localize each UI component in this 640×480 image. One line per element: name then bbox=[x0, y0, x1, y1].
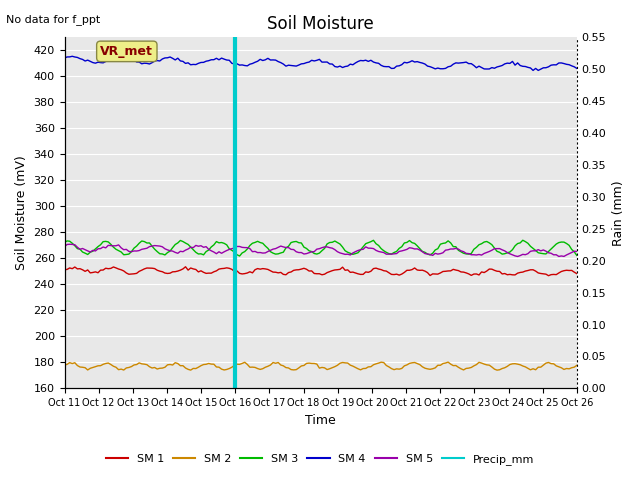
SM 1 bbox=[545, 273, 552, 278]
SM 1 bbox=[61, 267, 68, 273]
SM 2 bbox=[534, 364, 542, 370]
Y-axis label: Soil Moisture (mV): Soil Moisture (mV) bbox=[15, 156, 28, 270]
SM 4 bbox=[200, 60, 207, 65]
SM 3 bbox=[197, 251, 205, 257]
SM 2 bbox=[552, 363, 560, 369]
SM 2 bbox=[81, 365, 89, 371]
SM 2 bbox=[61, 362, 68, 368]
SM 3 bbox=[519, 238, 527, 243]
Line: SM 5: SM 5 bbox=[65, 244, 577, 256]
SM 5 bbox=[534, 247, 542, 252]
SM 2 bbox=[156, 365, 164, 371]
Line: SM 1: SM 1 bbox=[65, 267, 577, 276]
SM 1 bbox=[182, 264, 189, 270]
SM 1 bbox=[200, 269, 207, 275]
SM 3 bbox=[156, 251, 164, 257]
SM 1 bbox=[81, 268, 89, 274]
Line: SM 2: SM 2 bbox=[65, 362, 577, 370]
SM 4 bbox=[159, 56, 166, 62]
Line: SM 3: SM 3 bbox=[65, 240, 577, 256]
SM 5 bbox=[552, 252, 560, 258]
Line: SM 4: SM 4 bbox=[65, 56, 577, 71]
SM 2 bbox=[573, 362, 580, 368]
X-axis label: Time: Time bbox=[305, 414, 336, 427]
SM 4 bbox=[552, 62, 560, 68]
SM 4 bbox=[94, 60, 102, 65]
Y-axis label: Rain (mm): Rain (mm) bbox=[612, 180, 625, 246]
SM 3 bbox=[81, 250, 89, 256]
SM 3 bbox=[92, 246, 99, 252]
SM 5 bbox=[84, 248, 92, 254]
SM 5 bbox=[66, 241, 74, 247]
SM 4 bbox=[573, 65, 580, 71]
SM 5 bbox=[94, 246, 102, 252]
SM 1 bbox=[573, 271, 580, 276]
SM 5 bbox=[573, 249, 580, 254]
SM 3 bbox=[534, 250, 542, 256]
SM 4 bbox=[61, 55, 68, 61]
SM 4 bbox=[529, 68, 537, 73]
SM 1 bbox=[552, 272, 560, 277]
SM 5 bbox=[61, 244, 68, 250]
SM 1 bbox=[92, 269, 99, 275]
SM 1 bbox=[156, 268, 164, 274]
SM 4 bbox=[84, 57, 92, 63]
SM 3 bbox=[552, 241, 560, 247]
Text: No data for f_ppt: No data for f_ppt bbox=[6, 14, 100, 25]
SM 2 bbox=[444, 359, 452, 365]
SM 5 bbox=[200, 244, 207, 250]
SM 3 bbox=[61, 240, 68, 245]
SM 4 bbox=[68, 53, 76, 59]
Text: VR_met: VR_met bbox=[100, 45, 153, 58]
SM 2 bbox=[92, 364, 99, 370]
SM 2 bbox=[197, 363, 205, 369]
SM 2 bbox=[493, 367, 501, 373]
SM 3 bbox=[573, 252, 580, 258]
SM 3 bbox=[236, 253, 243, 259]
SM 5 bbox=[514, 253, 522, 259]
Title: Soil Moisture: Soil Moisture bbox=[268, 15, 374, 33]
SM 4 bbox=[534, 68, 542, 73]
SM 5 bbox=[159, 244, 166, 250]
SM 1 bbox=[532, 268, 540, 274]
Legend: SM 1, SM 2, SM 3, SM 4, SM 5, Precip_mm: SM 1, SM 2, SM 3, SM 4, SM 5, Precip_mm bbox=[101, 450, 539, 469]
